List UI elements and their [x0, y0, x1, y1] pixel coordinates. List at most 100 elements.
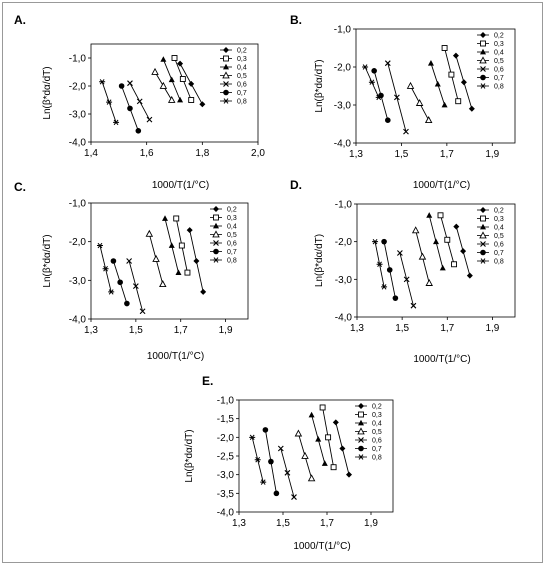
data-point — [441, 101, 448, 108]
legend-label: 0,8 — [372, 455, 382, 462]
data-point — [177, 96, 184, 103]
y-tick-label: -3,5 — [217, 489, 235, 500]
legend-label: 0,7 — [494, 75, 504, 82]
data-point — [479, 231, 487, 239]
data-point — [358, 437, 364, 443]
data-point — [480, 32, 486, 38]
legend-label: 0,5 — [237, 73, 247, 80]
legend-label: 0,3 — [237, 56, 247, 63]
data-point — [451, 261, 458, 268]
data-point — [273, 490, 280, 497]
panel-label: E. — [202, 374, 213, 388]
y-tick-label: -1,0 — [335, 200, 353, 211]
data-point — [186, 227, 193, 234]
x-tick-label: 2,0 — [251, 148, 265, 159]
x-axis-title: 1000/T(1/°C) — [147, 351, 204, 362]
x-tick-label: 1,5 — [395, 323, 409, 334]
data-point — [173, 215, 180, 222]
y-axis-title: Ln(β*dα/dT) — [42, 66, 53, 119]
data-point — [136, 98, 143, 105]
data-point — [213, 206, 219, 212]
data-point — [448, 71, 455, 78]
x-tick-label: 1,7 — [440, 323, 454, 334]
data-point — [223, 89, 229, 96]
legend-label: 0,2 — [372, 404, 382, 411]
data-point — [384, 60, 391, 67]
data-point — [135, 128, 142, 134]
legend-label: 0,7 — [227, 249, 237, 256]
data-point — [406, 81, 415, 89]
data-point — [99, 79, 106, 85]
data-point — [385, 117, 391, 123]
data-point — [152, 254, 160, 262]
data-point — [223, 98, 229, 104]
data-point — [362, 64, 369, 70]
y-tick-label: -1,0 — [334, 25, 352, 36]
data-point — [249, 434, 256, 441]
data-point — [339, 445, 346, 452]
legend-label: 0,5 — [372, 429, 382, 436]
data-point — [386, 267, 393, 273]
x-tick-label: 1,5 — [394, 149, 408, 160]
data-point — [358, 454, 364, 460]
data-point — [453, 223, 460, 230]
data-point — [480, 48, 486, 55]
data-point — [113, 119, 120, 126]
data-point — [160, 56, 167, 62]
data-point — [425, 278, 433, 286]
data-point — [410, 302, 417, 309]
data-point — [480, 223, 486, 230]
data-point — [403, 128, 409, 135]
legend-label: 0,6 — [494, 242, 504, 249]
legend-label: 0,8 — [494, 259, 504, 266]
y-tick-label: -1,0 — [69, 199, 87, 210]
panel-label: B. — [290, 13, 302, 27]
x-axis-title: 1000/T(1/°C) — [413, 180, 470, 191]
legend-label: 0,3 — [372, 412, 382, 419]
x-tick-label: 1,7 — [440, 149, 454, 160]
data-point — [213, 222, 219, 229]
legend-label: 0,6 — [494, 67, 504, 74]
plot-area — [90, 202, 249, 320]
data-point — [358, 411, 364, 418]
data-point — [403, 276, 410, 283]
data-point — [332, 419, 339, 426]
y-tick-label: -2,0 — [217, 433, 235, 444]
y-tick-label: -2,0 — [69, 82, 87, 93]
x-axis-title: 1000/T(1/°C) — [293, 541, 350, 552]
panel-label: A. — [14, 13, 26, 27]
legend-label: 0,8 — [494, 84, 504, 91]
legend-label: 0,4 — [237, 65, 247, 72]
data-point — [96, 242, 103, 249]
x-tick-label: 1,5 — [276, 518, 290, 529]
data-point — [126, 258, 133, 264]
data-point — [294, 429, 303, 437]
data-point — [200, 288, 207, 295]
y-tick-label: -3,0 — [69, 276, 87, 287]
y-tick-label: -2,0 — [335, 237, 353, 248]
data-point — [178, 242, 185, 249]
data-point — [357, 427, 365, 435]
x-axis-title: 1000/T(1/°C) — [413, 354, 470, 365]
data-point — [480, 249, 486, 256]
data-point — [184, 269, 191, 276]
y-tick-label: -1,0 — [217, 396, 235, 407]
x-tick-label: 1,9 — [364, 518, 378, 529]
data-point — [213, 248, 219, 255]
data-point — [199, 101, 206, 108]
data-point — [371, 68, 377, 74]
panel-label: C. — [14, 180, 26, 194]
legend-label: 0,6 — [237, 82, 247, 89]
x-tick-label: 1,7 — [320, 518, 334, 529]
y-axis-title: Ln(β*dα/dT) — [314, 59, 325, 112]
y-axis-title: Ln(β*dα/dT) — [184, 429, 195, 482]
data-point — [392, 295, 399, 301]
data-point — [434, 80, 441, 87]
legend-label: 0,5 — [227, 232, 237, 239]
chart-panel: B. 1,3 1,5 1,7 1,9 -4,0 -3,0 -2,0 -1,0 1000/T(1/°… — [290, 13, 516, 191]
data-point — [145, 229, 154, 237]
data-point — [168, 242, 175, 248]
data-point — [222, 71, 230, 79]
data-point — [223, 63, 229, 70]
data-point — [321, 460, 328, 466]
